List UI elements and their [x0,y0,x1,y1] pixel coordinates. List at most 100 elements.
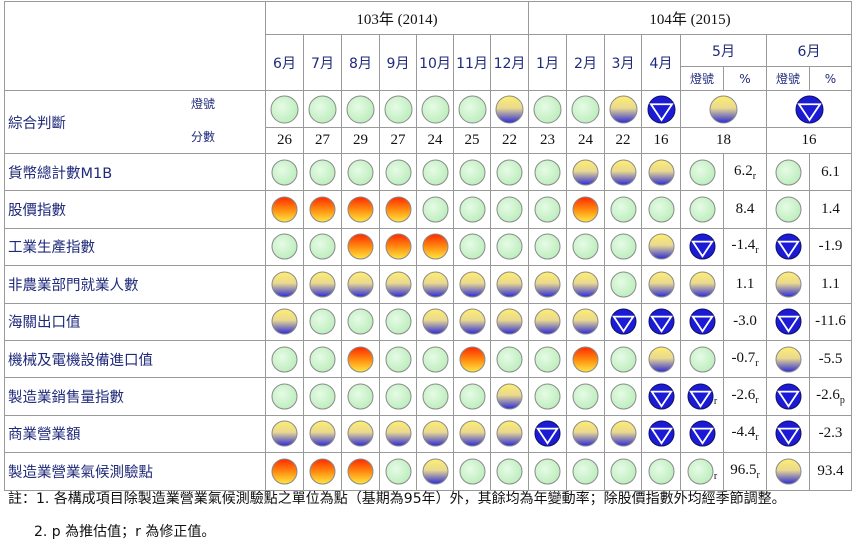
percent: 93.4 [809,452,852,491]
signal-light [271,159,298,186]
indicator-row: 貨幣總計數M1B 6.2r 6.1 [4,152,852,192]
light-cell [303,414,342,454]
percent: -2.3 [809,414,852,454]
light-cell [265,152,304,192]
light-cell [604,377,642,416]
light-cell [490,339,529,379]
light-cell [453,90,491,128]
light-cell [680,414,724,454]
signal-light [459,383,485,410]
light-cell [766,190,810,229]
light-cell [416,265,454,304]
signal-light [534,383,561,410]
light-cell [379,227,417,267]
light-cell [566,265,605,304]
signal-light [795,95,823,123]
light-cell [341,227,380,267]
score: 22 [490,127,529,154]
light-cell [566,377,605,416]
signal-light [687,458,714,485]
month: 2月 [566,34,605,91]
light-cell [341,452,380,491]
light-cell [641,227,681,267]
signal-light [572,196,599,223]
signal-light [271,458,298,485]
signal-light [271,271,298,298]
light-cell [766,377,810,416]
light-cell [641,265,681,304]
light-cell [528,302,567,341]
light-cell [604,152,642,192]
light-cell [604,265,642,304]
signal-light [572,458,599,485]
signal-light [422,383,448,410]
score: 29 [341,127,380,154]
signal-light [347,159,374,186]
percent-note: r [755,395,759,407]
light-cell [303,377,342,416]
score: 23 [528,127,567,154]
light-cell [604,414,642,454]
signal-light [385,159,411,186]
signal-light [775,271,801,298]
light-cell [766,302,810,341]
signal-light [496,383,523,410]
light-cell [528,377,567,416]
light-cell [303,90,342,128]
signal-light [610,346,636,373]
percent-value: 96.5 [730,461,757,478]
light-cell [641,302,681,341]
signal-light [309,271,336,298]
year-group: 104年 (2015) [528,1,852,35]
month: 5月 [680,34,767,67]
signal-light [572,271,599,298]
year-group: 103年 (2014) [265,1,529,35]
signal-light [533,95,562,123]
signal-light [385,233,411,260]
light-cell [604,339,642,379]
indicator-label: 非農業部門就業人數 [4,265,266,304]
light-cell [341,90,380,128]
light-cell [453,339,491,379]
signal-light [347,196,374,223]
signal-light [648,308,674,335]
summary-label: 綜合判斷 [8,115,66,132]
light-cell [566,190,605,229]
light-cell [416,452,454,491]
signal-light [775,196,801,223]
signal-light [347,346,374,373]
light-cell [416,190,454,229]
signal-light [384,95,412,123]
light-cell [416,377,454,416]
light-cell [604,302,642,341]
signal-light [609,95,637,123]
light-cell [490,190,529,229]
summary-row: 26 27 29 27 24 25 22 23 24 22 16 18 16 [5,127,852,154]
header-row: 6月 7月 8月 9月 10月 11月 12月 1月 2月 3月 4月 5月 6月 [5,34,852,91]
light-cell [641,339,681,379]
signal-light [385,383,411,410]
light-cell [453,190,491,229]
light-cell [680,152,724,192]
signal-light [687,383,714,410]
light-cell [604,452,642,491]
signal-light [648,233,674,260]
light-cell [604,90,642,128]
light-cell [528,227,567,267]
percent: -5.5 [809,339,852,379]
header-row: 燈號% 燈號% [5,66,852,91]
light-cell [680,265,724,304]
indicator-row: 製造業銷售量指數 r -2.6r -2.6p [4,377,852,416]
indicator-label: 股價指數 [4,190,266,229]
signal-light [648,196,674,223]
percent: 1.1 [809,265,852,304]
light-cell [265,339,304,379]
signal-light [309,346,336,373]
light-cell [453,452,491,491]
light-cell [453,302,491,341]
signal-light [309,196,336,223]
signal-light [572,233,599,260]
score: 24 [416,127,454,154]
light-cell [379,302,417,341]
percent: 6.1 [809,152,852,192]
